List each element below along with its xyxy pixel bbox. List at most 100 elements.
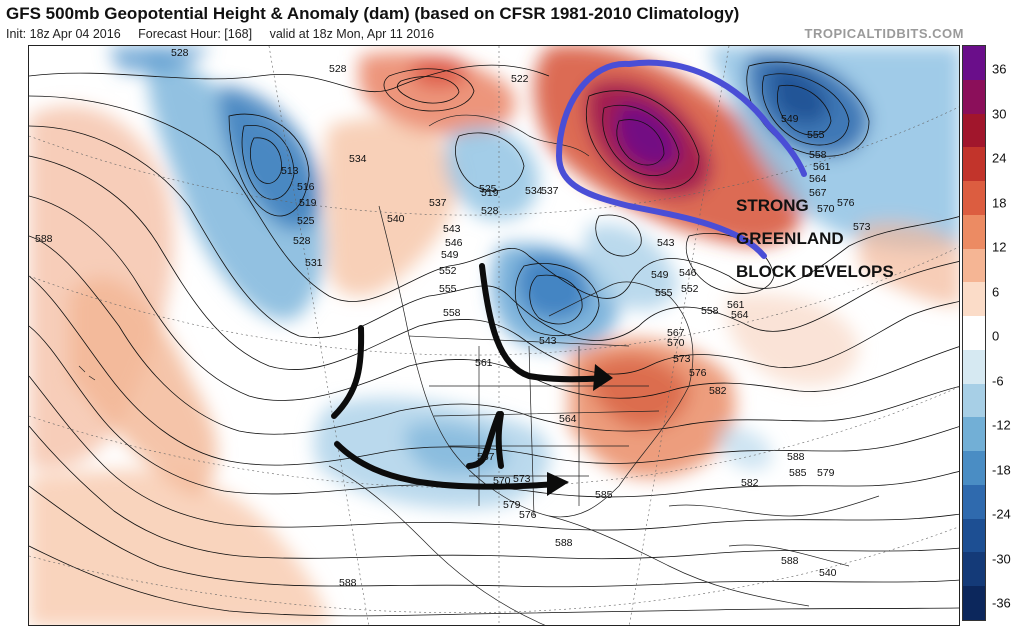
colorbar-segment bbox=[963, 552, 985, 586]
contour-height-label: 540 bbox=[387, 213, 405, 225]
colorbar-segment bbox=[963, 113, 985, 148]
block-outline bbox=[555, 60, 767, 259]
colorbar-tick-label: 12 bbox=[992, 239, 1007, 255]
contour-height-label: 588 bbox=[339, 577, 357, 589]
colorbar-tick-label: 30 bbox=[992, 106, 1007, 121]
colorbar-tick-label: -36 bbox=[992, 595, 1011, 611]
contour-height-label: 588 bbox=[781, 555, 799, 567]
colorbar-segment bbox=[963, 417, 985, 451]
map-canvas: 5285285225135165195255285315345375405435… bbox=[29, 46, 959, 625]
colorbar-segment bbox=[963, 451, 985, 485]
height-contours bbox=[29, 61, 959, 617]
annotation-line-2: GREENLAND bbox=[736, 229, 844, 248]
contour-height-label: 528 bbox=[329, 63, 347, 75]
contour-height-label: 531 bbox=[305, 257, 323, 269]
contour-height-label: 525 bbox=[479, 183, 497, 195]
contour-height-label: 579 bbox=[503, 499, 521, 511]
contour-height-label: 588 bbox=[787, 451, 805, 463]
colorbar-tick-label: 36 bbox=[992, 61, 1007, 77]
contour-height-label: 552 bbox=[439, 265, 457, 277]
contour-height-label: 516 bbox=[297, 181, 315, 193]
contour-height-label: 576 bbox=[689, 367, 707, 379]
contour-height-label: 543 bbox=[657, 237, 675, 249]
contour-height-label: 528 bbox=[293, 235, 311, 247]
colorbar-segment bbox=[963, 349, 985, 384]
contour-height-label: 519 bbox=[299, 197, 317, 209]
contour-height-label: 549 bbox=[781, 113, 799, 125]
colorbar-segment bbox=[963, 586, 985, 620]
contour-height-label: 573 bbox=[853, 221, 871, 233]
contour-height-label: 567 bbox=[477, 451, 495, 463]
annotation-line-3: BLOCK DEVELOPS bbox=[736, 262, 894, 281]
contour-height-label: 558 bbox=[809, 149, 827, 161]
contour-height-label: 549 bbox=[651, 269, 669, 281]
colorbar-segment bbox=[963, 248, 985, 283]
contour-height-label: 561 bbox=[813, 161, 831, 173]
colorbar-tick-label: -12 bbox=[992, 417, 1011, 433]
contour-height-label: 570 bbox=[667, 337, 685, 349]
block-outline-top bbox=[626, 59, 807, 177]
contour-height-label: 540 bbox=[819, 567, 837, 579]
colorbar-segment bbox=[963, 181, 985, 215]
annotation-line-1: STRONG bbox=[736, 196, 809, 215]
contour-height-label: 567 bbox=[809, 187, 827, 199]
contour-height-label: 537 bbox=[429, 197, 447, 209]
anomaly-colorbar bbox=[962, 45, 986, 621]
colorbar-tick-label: 0 bbox=[992, 328, 1000, 344]
contour-height-label: 588 bbox=[555, 537, 573, 549]
colorbar-tick-label: 18 bbox=[992, 195, 1007, 210]
contour-height-label: 576 bbox=[519, 509, 537, 521]
colorbar-segment bbox=[963, 46, 985, 80]
contour-labels: 5285285225135165195255285315345375405435… bbox=[35, 47, 871, 589]
contour-height-label: 513 bbox=[281, 165, 299, 177]
contour-height-label: 576 bbox=[837, 197, 855, 209]
contour-height-label: 546 bbox=[679, 267, 697, 279]
contour-height-label: 564 bbox=[809, 173, 827, 185]
colorbar-segment bbox=[963, 147, 985, 181]
contour-height-label: 534 bbox=[349, 153, 367, 165]
contour-height-label: 570 bbox=[493, 475, 511, 487]
colorbar-tick-label: 24 bbox=[992, 150, 1007, 166]
contour-height-label: 528 bbox=[481, 205, 499, 217]
weather-map: 528 528 522 513 516 519 525 528 531 534 537 540 543 5… bbox=[28, 45, 960, 626]
init-time: Init: 18z Apr 04 2016 bbox=[6, 27, 121, 41]
contour-height-label: 561 bbox=[727, 299, 745, 311]
flow-arrows bbox=[331, 263, 610, 490]
colorbar-tick-label: -6 bbox=[992, 373, 1004, 388]
contour-height-label: 579 bbox=[817, 467, 835, 479]
contour-height-label: 549 bbox=[441, 249, 459, 261]
colorbar-tick-label: -18 bbox=[992, 462, 1011, 477]
contour-height-label: 564 bbox=[731, 309, 749, 321]
borders bbox=[78, 114, 880, 625]
page-title: GFS 500mb Geopotential Height & Anomaly … bbox=[6, 4, 740, 23]
colorbar-segment bbox=[963, 282, 985, 316]
contour-height-label: 555 bbox=[439, 283, 457, 295]
contour-height-label: 555 bbox=[807, 129, 825, 141]
valid-time: valid at 18z Mon, Apr 11 2016 bbox=[269, 27, 435, 41]
contour-height-label: 585 bbox=[595, 489, 613, 501]
colorbar-segment bbox=[963, 484, 985, 519]
subtitle: Init: 18z Apr 04 2016 Forecast Hour: [16… bbox=[6, 27, 448, 41]
contour-height-label: 555 bbox=[655, 287, 673, 299]
contour-height-label: 570 bbox=[817, 203, 835, 215]
contour-height-label: 537 bbox=[541, 185, 559, 197]
contour-height-label: 582 bbox=[741, 477, 759, 489]
contour-height-label: 525 bbox=[297, 215, 315, 227]
contour-height-label: 588 bbox=[35, 233, 53, 245]
contour-height-label: 528 bbox=[171, 47, 189, 59]
contour-height-label: 543 bbox=[539, 335, 557, 347]
colorbar-segment bbox=[963, 383, 985, 418]
arrow-heads bbox=[547, 364, 613, 496]
contour-height-label: 552 bbox=[681, 283, 699, 295]
contour-height-label: 564 bbox=[559, 413, 577, 425]
forecast-hour: Forecast Hour: [168] bbox=[138, 27, 253, 41]
contour-height-label: 567 bbox=[667, 327, 685, 339]
colorbar-segment bbox=[963, 79, 985, 114]
contour-height-label: 582 bbox=[709, 385, 727, 397]
colorbar-tick-label: 6 bbox=[992, 284, 1000, 299]
colorbar-tick-label: -24 bbox=[992, 506, 1011, 522]
contour-height-label: 519 bbox=[481, 187, 499, 199]
contour-height-label: 573 bbox=[513, 473, 531, 485]
source-credit: TROPICALTIDBITS.COM bbox=[804, 26, 964, 41]
contour-height-label: 561 bbox=[475, 357, 493, 369]
